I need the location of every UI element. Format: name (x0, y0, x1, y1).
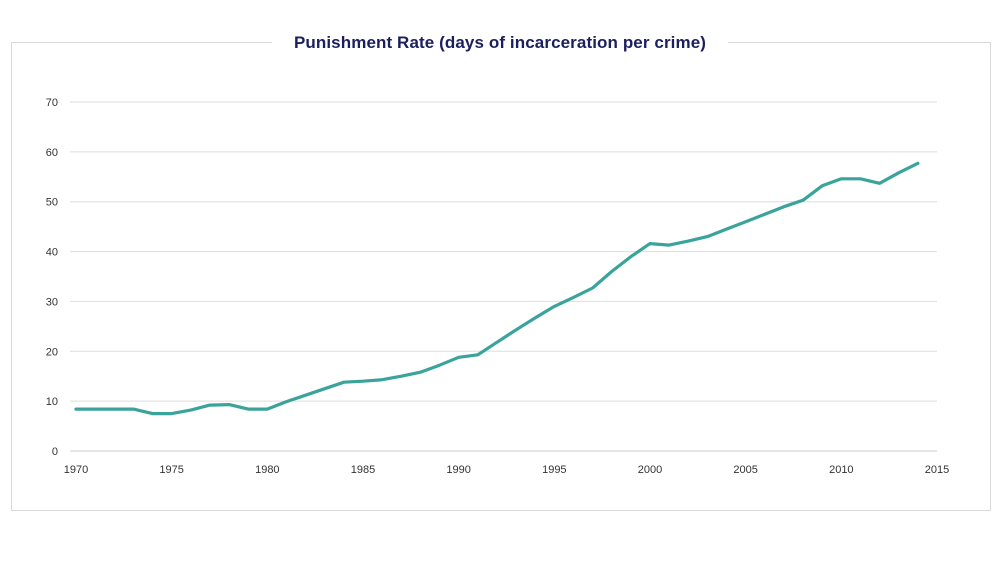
data-point-1988 (418, 370, 422, 374)
data-point-2001 (667, 243, 671, 247)
x-tick-label: 2015 (925, 464, 949, 476)
data-point-1992 (495, 340, 499, 344)
data-point-2002 (686, 239, 690, 243)
data-point-2007 (782, 205, 786, 209)
data-point-1970 (74, 407, 78, 411)
data-point-2000 (648, 242, 652, 246)
chart-title: Punishment Rate (days of incarceration p… (272, 30, 728, 56)
data-point-1990 (457, 355, 461, 359)
x-tick-label: 1995 (542, 464, 566, 476)
data-point-1978 (227, 403, 231, 407)
data-point-1973 (131, 407, 135, 411)
y-tick-label: 50 (46, 197, 58, 209)
data-point-1994 (533, 316, 537, 320)
data-point-1981 (284, 400, 288, 404)
y-tick-label: 40 (46, 247, 58, 259)
data-point-1991 (476, 353, 480, 357)
data-point-1995 (552, 304, 556, 308)
data-point-1997 (591, 286, 595, 290)
x-tick-label: 2005 (733, 464, 757, 476)
data-point-1971 (93, 407, 97, 411)
x-tick-label: 2000 (638, 464, 662, 476)
series-line-punishment-rate (74, 161, 920, 416)
data-point-2009 (820, 184, 824, 188)
data-point-2012 (878, 181, 882, 185)
data-point-2006 (763, 212, 767, 216)
x-tick-label: 1975 (159, 464, 183, 476)
data-point-1998 (610, 270, 614, 274)
y-tick-label: 10 (46, 396, 58, 408)
data-point-2014 (916, 161, 920, 165)
x-tick-label: 1980 (255, 464, 279, 476)
data-point-1975 (170, 412, 174, 416)
data-point-1983 (323, 387, 327, 391)
data-point-2010 (839, 177, 843, 181)
x-tick-label: 2010 (829, 464, 853, 476)
data-point-1972 (112, 407, 116, 411)
data-point-2003 (705, 235, 709, 239)
x-tick-label: 1970 (64, 464, 88, 476)
data-point-1989 (438, 363, 442, 367)
y-axis-tick-labels: 0 10 20 30 40 50 60 70 (46, 97, 58, 458)
data-point-1979 (246, 407, 250, 411)
x-tick-label: 1990 (446, 464, 470, 476)
data-point-1999 (629, 255, 633, 259)
y-tick-label: 70 (46, 97, 58, 109)
data-point-1977 (208, 403, 212, 407)
data-point-1974 (151, 412, 155, 416)
data-point-2011 (858, 177, 862, 181)
x-tick-label: 1985 (351, 464, 375, 476)
data-point-1986 (380, 378, 384, 382)
data-point-2004 (725, 227, 729, 231)
data-point-1982 (304, 393, 308, 397)
data-point-1980 (265, 407, 269, 411)
data-point-2005 (744, 220, 748, 224)
data-point-1987 (399, 374, 403, 378)
data-point-1996 (571, 295, 575, 299)
y-tick-label: 0 (52, 446, 58, 458)
y-tick-label: 60 (46, 147, 58, 159)
series-group (74, 161, 920, 416)
data-point-1993 (514, 328, 518, 332)
data-point-2013 (897, 171, 901, 175)
y-tick-label: 20 (46, 346, 58, 358)
data-point-2008 (801, 198, 805, 202)
data-point-1985 (361, 379, 365, 383)
y-tick-label: 30 (46, 296, 58, 308)
data-point-1984 (342, 380, 346, 384)
gridlines (70, 101, 937, 452)
data-point-1976 (189, 408, 193, 412)
x-axis-tick-labels: 1970 1975 1980 1985 1990 1995 2000 2005 2010 2015 (64, 464, 949, 476)
